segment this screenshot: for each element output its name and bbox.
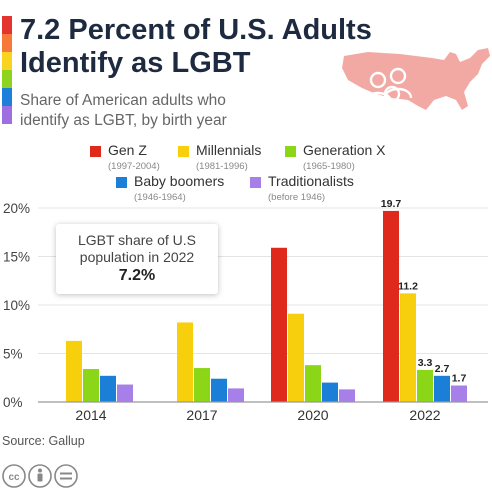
bar [211,378,227,402]
legend-label: Generation X [303,142,386,158]
bar [322,382,338,402]
bar [417,369,433,402]
title-line-2: Identify as LGBT [20,47,251,79]
bar [194,368,210,402]
legend-swatch [116,177,127,188]
bar [177,322,193,402]
legend-years: (1965-1980) [303,161,355,172]
data-label: 3.3 [418,357,433,369]
rainbow-stripe-yellow [2,52,12,70]
x-tick-label: 2017 [186,407,217,423]
legend-years: (1946-1964) [134,192,186,203]
attribution-icon [28,464,52,488]
cc-icon: cc [2,464,26,488]
bar [83,369,99,402]
bar [100,375,116,402]
y-tick-label: 15% [3,250,30,265]
legend-swatch [285,146,296,157]
chart-subtitle: Share of American adults who identify as… [20,91,320,131]
title-line-1: 7.2 Percent of U.S. Adults [20,14,372,46]
callout-text-line-2: population in 2022 [79,249,195,265]
y-tick-label: 20% [3,201,30,216]
y-tick-label: 5% [3,347,23,362]
callout-value: 7.2% [118,267,156,284]
legend-years: (1981-1996) [196,161,248,172]
people-group-icon [363,67,413,116]
us-map-icon [342,48,490,116]
bar [117,384,133,402]
callout-text-line-1: LGBT share of U.S [77,232,196,248]
bar [434,375,450,402]
bar [288,313,304,402]
data-label: 1.7 [452,373,467,385]
data-label: 11.2 [398,280,418,292]
subtitle-line-2: identify as LGBT, by birth year [20,112,227,129]
legend-label: Traditionalists [268,173,354,189]
bar [228,388,244,402]
callout-text: LGBT share of U.S population in 2022 [56,232,218,266]
bar [66,340,82,402]
bar-chart: 0% 5% 10% 15% 20% 2014 2017 2020 19.7 11.2 3.3 2.71… [3,198,488,423]
legend-swatch [90,146,101,157]
rainbow-stripe-orange [2,34,12,52]
bar [400,293,416,402]
subtitle-line-1: Share of American adults who [20,92,226,109]
bar [305,365,321,402]
license-icons: cc [2,464,78,488]
rainbow-stripe-purple [2,106,12,124]
x-tick-label: 2022 [409,407,440,423]
bar [383,210,399,402]
legend-swatch [250,177,261,188]
rainbow-stripe-blue [2,88,12,106]
title-rainbow-bar [2,16,12,124]
legend-label: Gen Z [108,142,147,158]
legend-swatch [178,146,189,157]
data-label: 2.7 [435,363,450,375]
rainbow-stripe-red [2,16,12,34]
legend-label: Baby boomers [134,173,225,189]
y-tick-label: 0% [3,395,23,410]
no-derivatives-icon [54,464,78,488]
rainbow-stripe-green [2,70,12,88]
legend-label: Millennials [196,142,262,158]
bar [271,247,287,402]
callout-box: LGBT share of U.S population in 2022 7.2… [56,224,218,294]
bar [339,389,355,402]
legend-years: (before 1946) [268,192,326,203]
x-tick-label: 2020 [297,407,328,423]
bar [451,385,467,402]
x-tick-label: 2014 [75,407,106,423]
y-tick-label: 10% [3,298,30,313]
data-label: 19.7 [381,198,402,210]
source-note: Source: Gallup [2,434,85,448]
legend-years: (1997-2004) [108,161,160,172]
svg-text:cc: cc [8,472,20,483]
us-map-silhouette [342,48,490,110]
chart-title: 7.2 Percent of U.S. Adults Identify as L… [20,14,372,80]
